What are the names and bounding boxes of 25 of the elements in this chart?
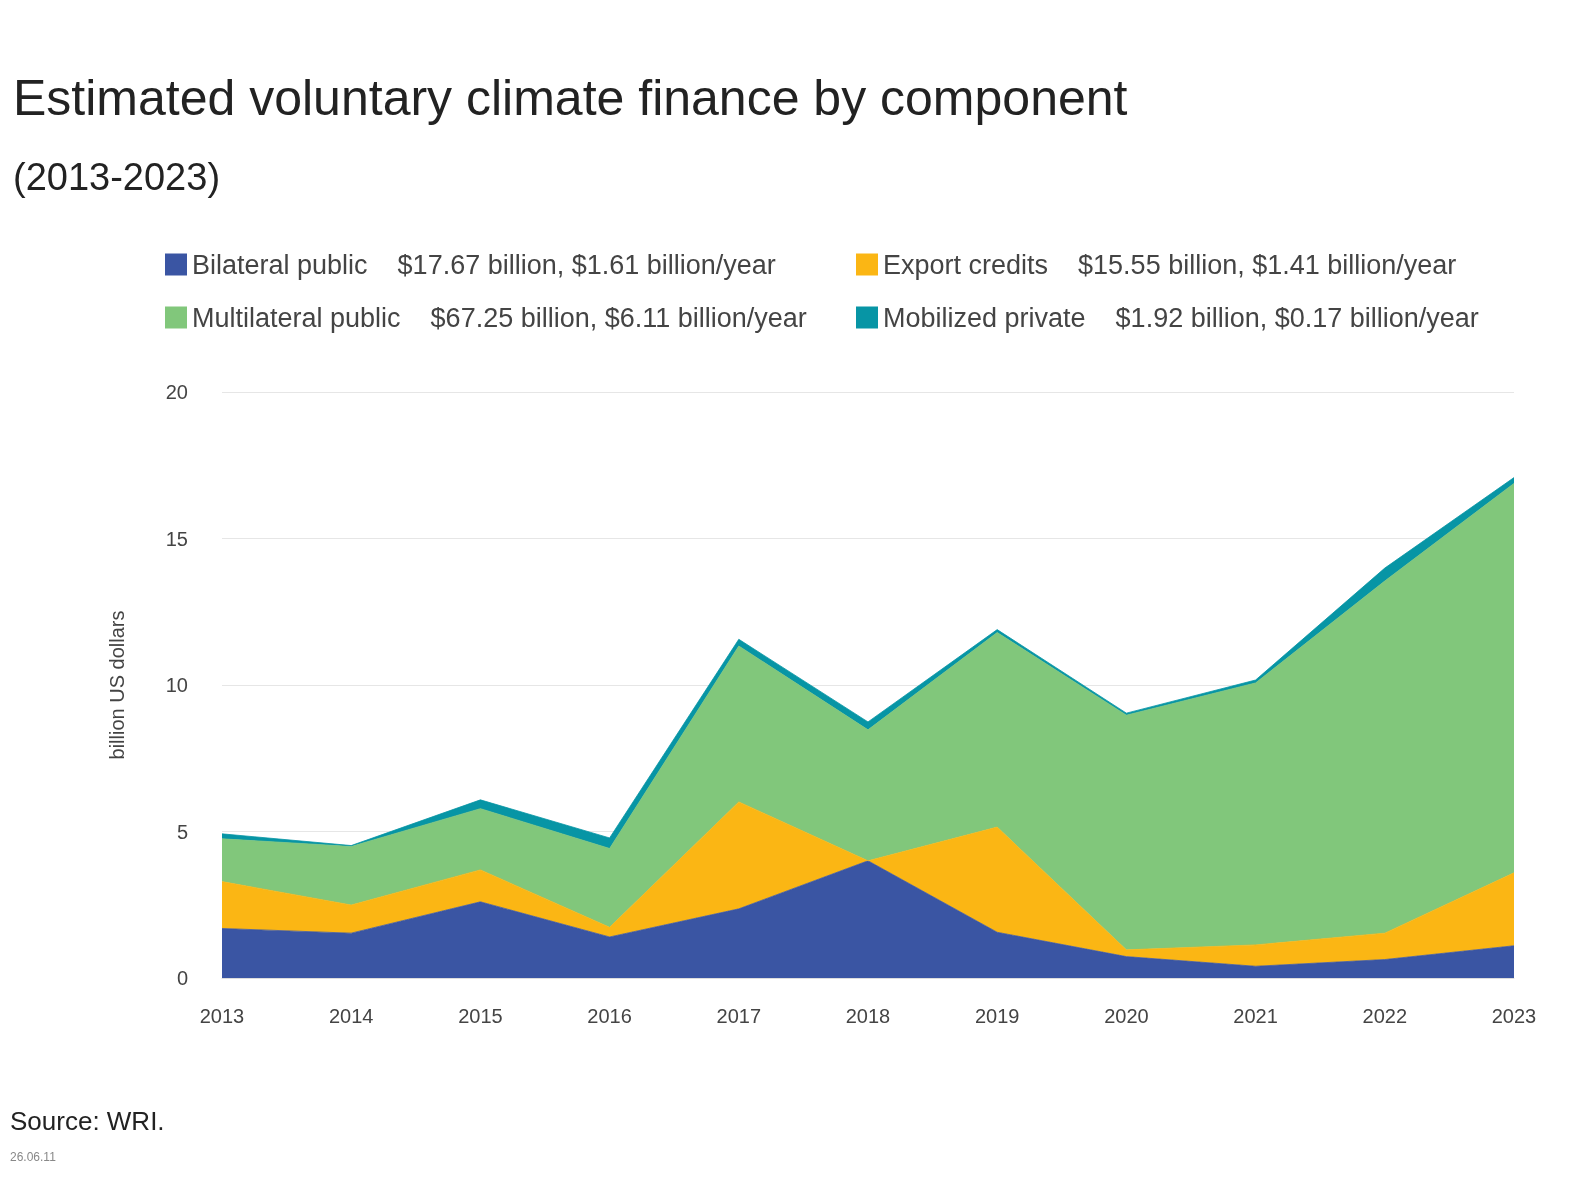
y-tick-label: 0 — [176, 967, 188, 989]
x-tick-label: 2018 — [845, 1005, 891, 1027]
text: 26.06.11 — [10, 1150, 57, 1164]
y-tick-label: 15 — [165, 527, 188, 550]
x-tick-label: 2022 — [1362, 1005, 1408, 1027]
x-tick-label: 2020 — [1104, 1005, 1149, 1027]
legend-label: Export credits $15.55 billion, $1.41 billion/year — [883, 249, 1457, 280]
y-tick-label: 5 — [176, 820, 188, 843]
legend-label: Mobilized private $1.92 billion, $0.17 billion/year — [883, 302, 1479, 333]
chart-subtitle: (2013-2023) — [13, 156, 221, 198]
y-axis-title: billion US dollars — [106, 610, 128, 760]
y-tick-label: 10 — [165, 674, 188, 696]
legend-label: Bilateral public $17.67 billion, $1.61 billion/year — [192, 249, 776, 280]
x-tick-label: 2013 — [199, 1005, 245, 1027]
x-tick-label: 2014 — [328, 1005, 374, 1027]
x-tick-label: 2017 — [716, 1005, 762, 1027]
y-tick-label: 20 — [165, 381, 188, 403]
x-tick-label: 2016 — [587, 1005, 632, 1027]
legend-label: Multilateral public $67.25 billion, $6.11 billion/year — [192, 302, 807, 333]
x-tick-label: 2021 — [1233, 1005, 1278, 1027]
x-tick-label: 2019 — [974, 1005, 1020, 1027]
chart-title: Estimated voluntary climate finance by component — [13, 70, 1128, 126]
source-note: Source: WRI. — [10, 1106, 165, 1136]
x-tick-label: 2023 — [1491, 1005, 1537, 1027]
x-tick-label: 2015 — [458, 1005, 503, 1027]
